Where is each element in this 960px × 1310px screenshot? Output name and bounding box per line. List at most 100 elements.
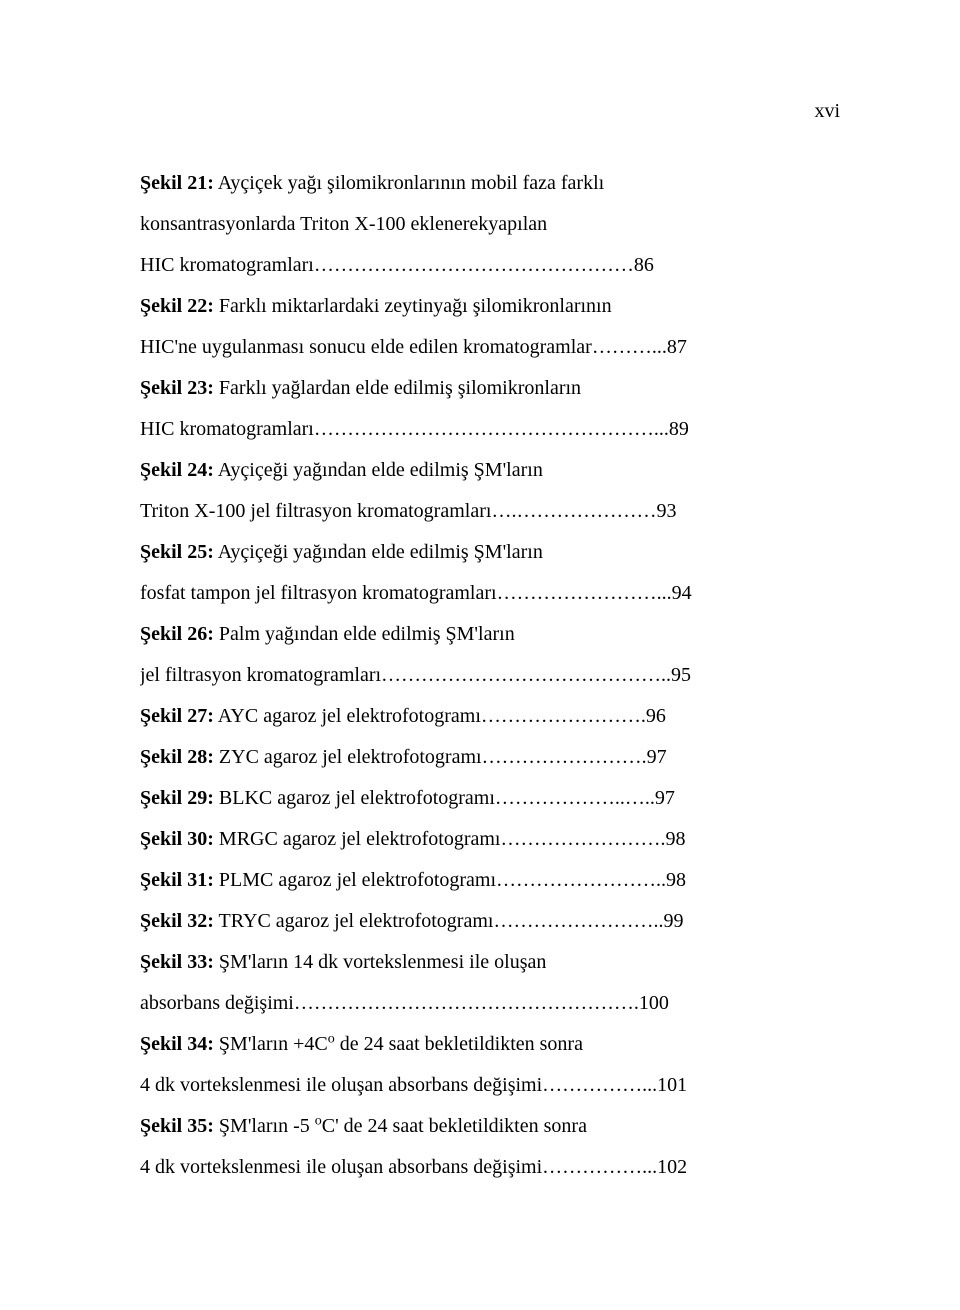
toc-line: absorbans değişimi…………………………………………….100: [140, 983, 848, 1024]
toc-line: Şekil 28: ZYC agaroz jel elektrofotogram…: [140, 737, 848, 778]
page-number: xvi: [140, 100, 848, 123]
toc-line: Şekil 34: ŞM'ların +4Co de 24 saat bekle…: [140, 1024, 848, 1065]
toc-label: Şekil 21:: [140, 172, 214, 194]
toc-leader: ……………………..: [493, 910, 663, 932]
toc-text: 4 dk vortekslenmesi ile oluşan absorbans…: [140, 1156, 542, 1178]
toc-leader: ………………..…..: [495, 787, 655, 809]
toc-label: Şekil 24:: [140, 459, 214, 481]
toc-line: konsantrasyonlarda Triton X-100 eklenere…: [140, 204, 848, 245]
toc-line: jel filtrasyon kromatogramları……………………………: [140, 655, 848, 696]
toc-text: absorbans değişimi: [140, 992, 294, 1014]
toc-page-number: 97: [647, 746, 667, 768]
toc-page-number: 98: [666, 869, 686, 891]
toc-label: Şekil 35:: [140, 1115, 214, 1137]
toc-text: ŞM'ların -5: [214, 1115, 315, 1137]
toc-label: Şekil 22:: [140, 295, 214, 317]
toc-page-number: 99: [663, 910, 683, 932]
toc-superscript: o: [328, 1031, 335, 1046]
toc-text: TRYC agaroz jel elektrofotogramı: [214, 910, 494, 932]
toc-line: HIC kromatogramları…………………………………………86: [140, 245, 848, 286]
toc-label: Şekil 31:: [140, 869, 214, 891]
toc-text: BLKC agaroz jel elektrofotogramı: [214, 787, 495, 809]
toc-page-number: 95: [671, 664, 691, 686]
toc-line: Şekil 29: BLKC agaroz jel elektrofotogra…: [140, 778, 848, 819]
toc-line: Triton X-100 jel filtrasyon kromatograml…: [140, 491, 848, 532]
toc-line: Şekil 23: Farklı yağlardan elde edilmiş …: [140, 368, 848, 409]
toc-text: PLMC agaroz jel elektrofotogramı: [214, 869, 496, 891]
toc-text: Ayçiçek yağı şilomikronlarının mobil faz…: [214, 172, 604, 194]
toc-label: Şekil 27:: [140, 705, 214, 727]
toc-text: ŞM'ların +4C: [214, 1033, 328, 1055]
toc-label: Şekil 28:: [140, 746, 214, 768]
toc-label: Şekil 26:: [140, 623, 214, 645]
toc-line: 4 dk vortekslenmesi ile oluşan absorbans…: [140, 1065, 848, 1106]
toc-label: Şekil 25:: [140, 541, 214, 563]
toc-leader: …………………….: [501, 828, 666, 850]
toc-text: AYC agaroz jel elektrofotogramı: [214, 705, 481, 727]
toc-superscript: o: [315, 1113, 322, 1128]
toc-text: MRGC agaroz jel elektrofotogramı: [214, 828, 501, 850]
toc-text: HIC kromatogramları: [140, 254, 314, 276]
toc-page-number: 96: [646, 705, 666, 727]
toc-text: jel filtrasyon kromatogramları: [140, 664, 381, 686]
toc-text: Ayçiçeği yağından elde edilmiş ŞM'ların: [214, 541, 543, 563]
toc-text: 4 dk vortekslenmesi ile oluşan absorbans…: [140, 1074, 542, 1096]
toc-page-number: 102: [657, 1156, 687, 1178]
toc-leader: …………………….: [481, 705, 646, 727]
toc-page-number: 98: [666, 828, 686, 850]
toc-line: Şekil 26: Palm yağından elde edilmiş ŞM'…: [140, 614, 848, 655]
toc-line: 4 dk vortekslenmesi ile oluşan absorbans…: [140, 1147, 848, 1188]
toc-line: HIC kromatogramları……………………………………………...8…: [140, 409, 848, 450]
toc-leader: ……………...: [542, 1074, 657, 1096]
toc-label: Şekil 32:: [140, 910, 214, 932]
toc-leader: …………………….: [482, 746, 647, 768]
toc-text: HIC kromatogramları: [140, 418, 314, 440]
toc-line: Şekil 30: MRGC agaroz jel elektrofotogra…: [140, 819, 848, 860]
toc-leader: ……………………...: [497, 582, 672, 604]
toc-leader: ………...: [592, 336, 667, 358]
toc-label: Şekil 33:: [140, 951, 214, 973]
toc-line: Şekil 35: ŞM'ların -5 oC' de 24 saat bek…: [140, 1106, 848, 1147]
toc-page-number: 86: [634, 254, 654, 276]
toc-leader: …………………………………………….: [294, 992, 639, 1014]
toc-line: Şekil 32: TRYC agaroz jel elektrofotogra…: [140, 901, 848, 942]
toc-text: Farklı miktarlardaki zeytinyağı şilomikr…: [214, 295, 612, 317]
toc-page-number: 97: [655, 787, 675, 809]
toc-leader: ……………………………………..: [381, 664, 671, 686]
toc-line: Şekil 27: AYC agaroz jel elektrofotogram…: [140, 696, 848, 737]
toc-text: Ayçiçeği yağından elde edilmiş ŞM'ların: [214, 459, 543, 481]
toc-line: Şekil 24: Ayçiçeği yağından elde edilmiş…: [140, 450, 848, 491]
toc-text: fosfat tampon jel filtrasyon kromatogram…: [140, 582, 497, 604]
toc-text: ZYC agaroz jel elektrofotogramı: [214, 746, 482, 768]
toc-text: Palm yağından elde edilmiş ŞM'ların: [214, 623, 515, 645]
toc-leader: …………………………………………: [314, 254, 634, 276]
toc-leader: ……………...: [542, 1156, 657, 1178]
toc-text: Triton X-100 jel filtrasyon kromatograml…: [140, 500, 491, 522]
toc-text: de 24 saat bekletildikten sonra: [335, 1033, 583, 1055]
document-page: xvi Şekil 21: Ayçiçek yağı şilomikronlar…: [0, 0, 960, 1288]
toc-page-number: 101: [657, 1074, 687, 1096]
toc-text: Farklı yağlardan elde edilmiş şilomikron…: [214, 377, 581, 399]
toc-label: Şekil 29:: [140, 787, 214, 809]
toc-line: HIC'ne uygulanması sonucu elde edilen kr…: [140, 327, 848, 368]
toc-label: Şekil 30:: [140, 828, 214, 850]
toc-text: konsantrasyonlarda Triton X-100 eklenere…: [140, 213, 547, 235]
table-of-contents: Şekil 21: Ayçiçek yağı şilomikronlarının…: [140, 163, 848, 1188]
toc-line: Şekil 25: Ayçiçeği yağından elde edilmiş…: [140, 532, 848, 573]
toc-line: Şekil 21: Ayçiçek yağı şilomikronlarının…: [140, 163, 848, 204]
toc-leader: ……………………..: [496, 869, 666, 891]
toc-line: Şekil 33: ŞM'ların 14 dk vortekslenmesi …: [140, 942, 848, 983]
toc-text: ŞM'ların 14 dk vortekslenmesi ile oluşan: [214, 951, 546, 973]
toc-page-number: 93: [656, 500, 676, 522]
toc-text: C' de 24 saat bekletildikten sonra: [322, 1115, 587, 1137]
toc-leader: ….…………………: [491, 500, 656, 522]
toc-page-number: 94: [672, 582, 692, 604]
toc-line: Şekil 31: PLMC agaroz jel elektrofotogra…: [140, 860, 848, 901]
toc-page-number: 89: [669, 418, 689, 440]
toc-label: Şekil 23:: [140, 377, 214, 399]
toc-text: HIC'ne uygulanması sonucu elde edilen kr…: [140, 336, 592, 358]
toc-page-number: 87: [667, 336, 687, 358]
toc-line: Şekil 22: Farklı miktarlardaki zeytinyağ…: [140, 286, 848, 327]
toc-leader: ……………………………………………...: [314, 418, 669, 440]
toc-label: Şekil 34:: [140, 1033, 214, 1055]
